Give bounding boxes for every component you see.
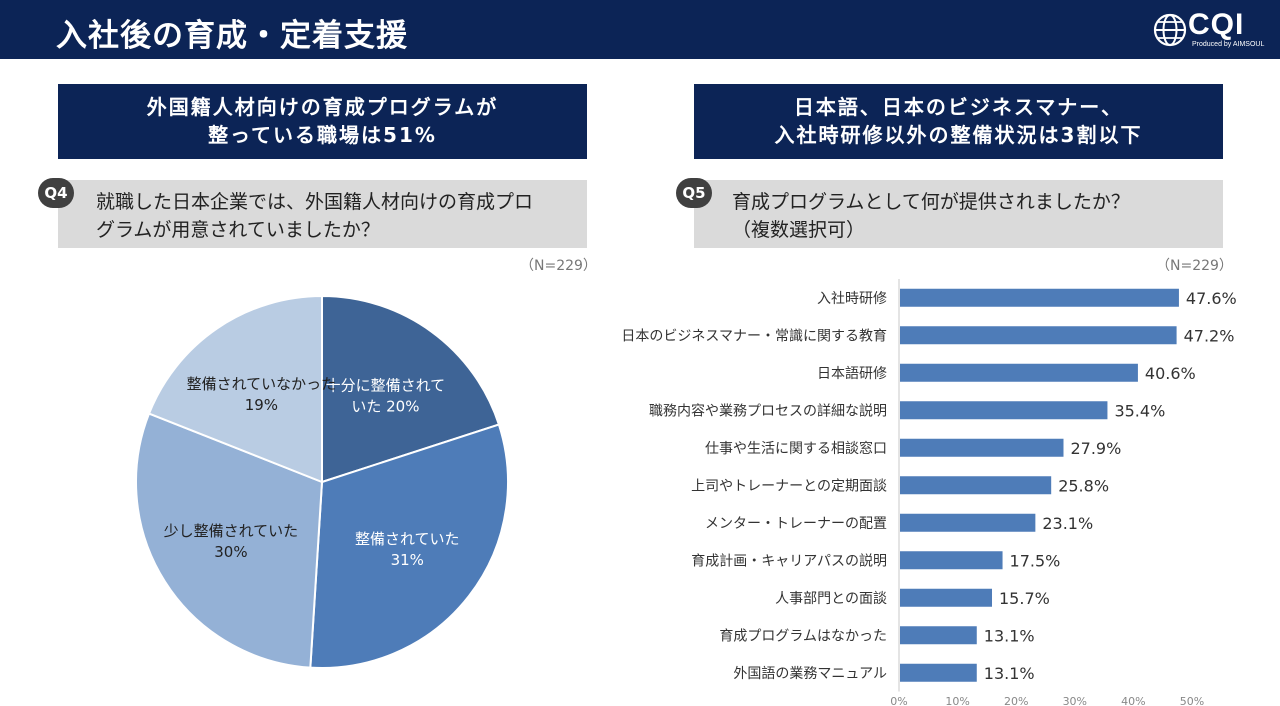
bar-value-label: 13.1% [984, 664, 1035, 683]
bar-category-label: 入社時研修 [817, 291, 887, 307]
bar-category-label: 人事部門との面談 [775, 591, 887, 607]
bar-value-label: 40.6% [1145, 364, 1196, 383]
bar-category-label: 育成プログラムはなかった [719, 628, 887, 644]
x-tick-label: 30% [1063, 695, 1087, 706]
right-question-box: 育成プログラムとして何が提供されましたか？ （複数選択可） [694, 180, 1223, 248]
bar-value-label: 23.1% [1042, 514, 1093, 533]
pie-slice-label: 整備されていなかった [187, 375, 337, 393]
cqi-logo: CQI Produced by AIMSOUL [1150, 8, 1270, 52]
bar [900, 476, 1052, 495]
bar [900, 626, 977, 645]
logo-subtitle: Produced by AIMSOUL [1192, 41, 1265, 48]
pie-slice-label: 整備されていた [355, 530, 460, 548]
right-banner: 日本語、日本のビジネスマナー、 入社時研修以外の整備状況は3割以下 [694, 84, 1223, 159]
bar [900, 551, 1003, 570]
pie-slice-value: 31% [391, 551, 424, 569]
bar-value-label: 15.7% [999, 589, 1050, 608]
pie-slice [321, 294, 501, 484]
bar [900, 588, 993, 607]
pie-slice [147, 294, 323, 484]
right-banner-line2: 入社時研修以外の整備状況は3割以下 [774, 123, 1143, 147]
bar-category-label: 上司やトレーナーとの定期面談 [691, 478, 887, 494]
x-tick-label: 40% [1121, 695, 1145, 706]
left-banner: 外国籍人材向けの育成プログラムが 整っている職場は51% [58, 84, 587, 159]
right-question-line1: 育成プログラムとして何が提供されましたか？ [732, 191, 1130, 213]
bar-value-label: 35.4% [1114, 401, 1165, 420]
q5-badge: Q5 [676, 178, 712, 208]
pie-slice-value: 30% [214, 543, 247, 561]
x-tick-label: 10% [945, 695, 969, 706]
bar-category-label: 日本語研修 [817, 366, 887, 382]
x-tick-label: 50% [1180, 695, 1204, 706]
pie-slice [135, 412, 324, 669]
pie-slice-value: 19% [245, 396, 278, 414]
x-tick-label: 0% [890, 695, 907, 706]
bar [900, 438, 1064, 457]
logo-text: CQI [1188, 8, 1245, 41]
pie-slice-label: 少し整備されていた [164, 522, 299, 540]
bar [900, 326, 1177, 345]
right-banner-line1: 日本語、日本のビジネスマナー、 [793, 95, 1124, 119]
bar-category-label: 育成計画・キャリアパスの説明 [691, 553, 887, 569]
bar-category-label: 仕事や生活に関する相談窓口 [705, 440, 887, 457]
bar [900, 513, 1036, 532]
bar-category-label: 外国語の業務マニュアル [733, 666, 887, 682]
left-banner-line2: 整っている職場は51% [208, 123, 437, 147]
bar-category-label: 職務内容や業務プロセスの詳細な説明 [649, 402, 887, 419]
bar-category-label: メンター・トレーナーの配置 [705, 516, 887, 532]
left-sample-size: （N=229） [520, 258, 597, 274]
bar-value-label: 17.5% [1010, 551, 1061, 570]
page-title: 入社後の育成・定着支援 [56, 18, 408, 54]
globe-icon [1153, 13, 1187, 47]
bar-value-label: 27.9% [1070, 439, 1121, 458]
bar [900, 288, 1179, 307]
header-bar: 入社後の育成・定着支援 CQI Produced by AIMSOUL [0, 0, 1280, 59]
q4-badge: Q4 [38, 178, 74, 208]
right-sample-size: （N=229） [1156, 258, 1233, 274]
bar-value-label: 25.8% [1058, 476, 1109, 495]
left-question-line1: 就職した日本企業では、外国籍人材向けの育成プロ [96, 191, 534, 213]
bar [900, 401, 1108, 420]
bar-category-label: 日本のビジネスマナー・常識に関する教育 [621, 328, 887, 344]
left-question-box: 就職した日本企業では、外国籍人材向けの育成プロ グラムが用意されていましたか？ [58, 180, 587, 248]
right-question-line2: （複数選択可） [732, 219, 866, 241]
bar-value-label: 13.1% [984, 626, 1035, 645]
bar [900, 363, 1138, 382]
pie-slice [309, 423, 509, 669]
pie-slice-value: いた 20% [351, 398, 419, 416]
left-banner-line1: 外国籍人材向けの育成プログラムが [146, 95, 499, 119]
x-tick-label: 20% [1004, 695, 1028, 706]
bar-value-label: 47.6% [1186, 289, 1237, 308]
bar [900, 663, 977, 682]
bar-value-label: 47.2% [1184, 326, 1235, 345]
pie-slice-label: 十分に整備されて [326, 377, 446, 395]
left-question-line2: グラムが用意されていましたか？ [96, 219, 380, 241]
